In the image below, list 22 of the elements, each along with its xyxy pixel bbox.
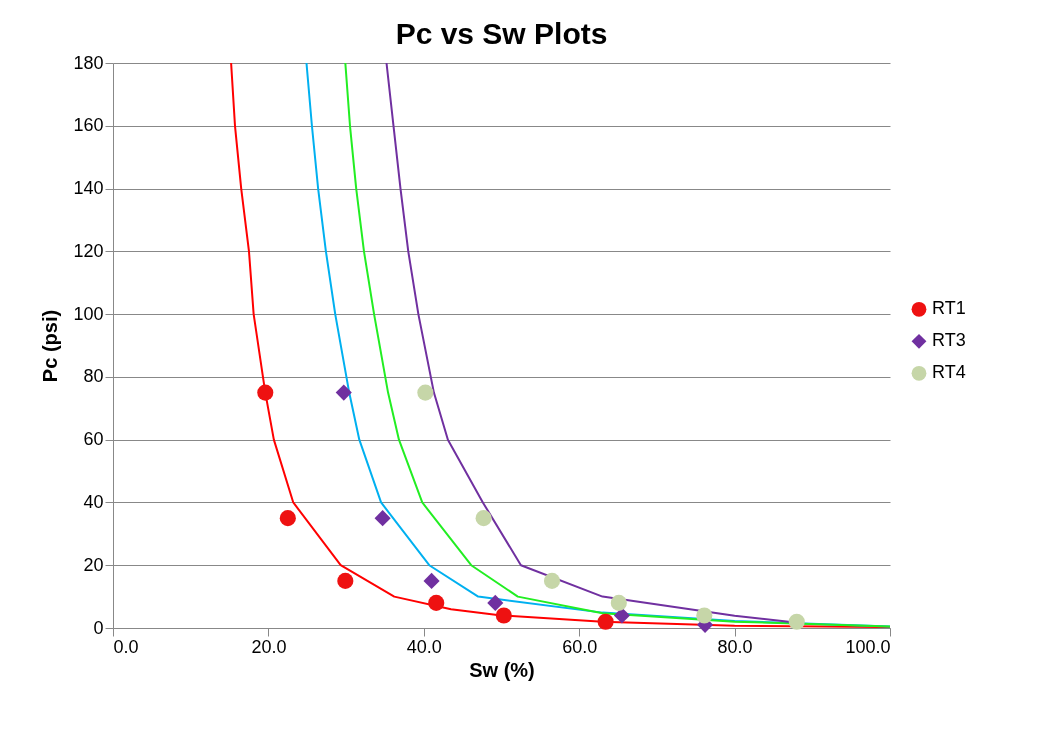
y-tick-label: 180 bbox=[73, 52, 104, 73]
x-tick-label: 0.0 bbox=[113, 636, 139, 657]
chart-title: Pc vs Sw Plots bbox=[395, 17, 608, 50]
y-tick-label: 60 bbox=[83, 429, 104, 450]
legend-label: RT4 bbox=[932, 362, 966, 383]
x-tick-label: 40.0 bbox=[406, 636, 442, 657]
y-tick-label: 40 bbox=[83, 491, 104, 512]
y-tick-label: 160 bbox=[73, 115, 104, 136]
y-tick-label: 100 bbox=[73, 303, 104, 324]
x-tick-label: 60.0 bbox=[562, 636, 598, 657]
y-tick-label: 0 bbox=[93, 617, 104, 638]
y-tick-label: 20 bbox=[83, 554, 104, 575]
y-tick-label: 140 bbox=[73, 178, 104, 199]
legend-label: RT1 bbox=[932, 298, 966, 319]
legend-label: RT3 bbox=[932, 330, 966, 351]
x-axis-title: Sw (%) bbox=[469, 658, 535, 681]
y-tick-label: 120 bbox=[73, 240, 104, 261]
x-tick-label: 20.0 bbox=[251, 636, 287, 657]
y-tick-label: 80 bbox=[83, 366, 104, 387]
x-tick-label: 80.0 bbox=[717, 636, 753, 657]
x-tick-label: 100.0 bbox=[845, 636, 891, 657]
y-axis-title: Pc (psi) bbox=[39, 309, 62, 383]
